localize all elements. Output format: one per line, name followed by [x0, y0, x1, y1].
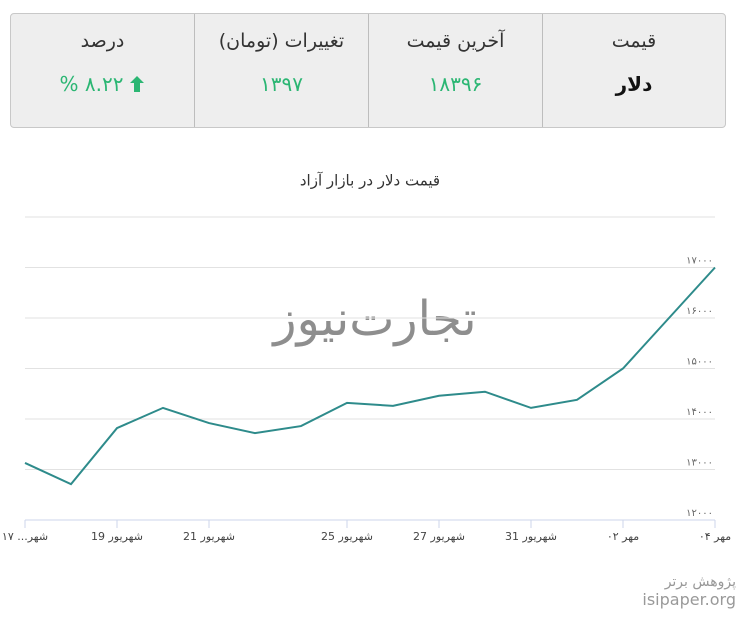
y-tick-label: ۱۶۰۰۰ — [686, 306, 713, 317]
stats-header: درصد — [80, 30, 125, 52]
y-tick-label: ۱۲۰۰۰ — [686, 508, 713, 519]
x-tick-label: شهر... ۱۷ — [2, 530, 48, 543]
x-tick-label: شهریور 19 — [91, 530, 143, 543]
x-tick-label: مهر ۰۴ — [699, 530, 731, 543]
x-tick-label: شهریور 31 — [505, 530, 557, 543]
up-arrow-icon — [130, 76, 145, 92]
stats-change: ۸.۲۲ % — [60, 72, 146, 96]
stats-value: ۱۳۹۷ — [260, 72, 303, 96]
stats-header: قیمت — [611, 30, 657, 52]
x-tick-label: شهریور 27 — [413, 530, 465, 543]
stats-value: ۱۸۳۹۶ — [428, 72, 483, 96]
y-tick-label: ۱۷۰۰۰ — [686, 256, 713, 267]
x-tick-label: مهر ۰۲ — [607, 530, 639, 543]
footer: پژوهش برتر isipaper.org — [642, 574, 736, 609]
y-tick-label: ۱۵۰۰۰ — [686, 357, 713, 368]
stats-column: قیمت دلار — [542, 14, 725, 127]
footer-brand: پژوهش برتر — [664, 574, 736, 590]
stats-value: دلار — [615, 72, 653, 96]
stats-column: آخرین قیمت ۱۸۳۹۶ — [368, 14, 542, 127]
stats-header: تغییرات (تومان) — [218, 30, 345, 52]
y-tick-label: ۱۴۰۰۰ — [686, 407, 713, 418]
stats-value: ۸.۲۲ % — [59, 72, 124, 96]
stats-header: آخرین قیمت — [406, 30, 505, 52]
stats-table: قیمت دلار آخرین قیمت ۱۸۳۹۶ تغییرات (توما… — [10, 13, 726, 128]
x-tick-label: شهریور 21 — [183, 530, 235, 543]
stats-column: تغییرات (تومان) ۱۳۹۷ — [194, 14, 368, 127]
watermark: تجارت‌نیوز — [271, 291, 476, 347]
x-tick-label: شهریور 25 — [321, 530, 373, 543]
price-line — [24, 266, 716, 486]
footer-site: isipaper.org — [642, 590, 736, 609]
chart-title: قیمت دلار در بازار آزاد — [300, 172, 440, 190]
y-tick-label: ۱۳۰۰۰ — [686, 458, 713, 469]
stats-column: درصد ۸.۲۲ % — [11, 14, 194, 127]
